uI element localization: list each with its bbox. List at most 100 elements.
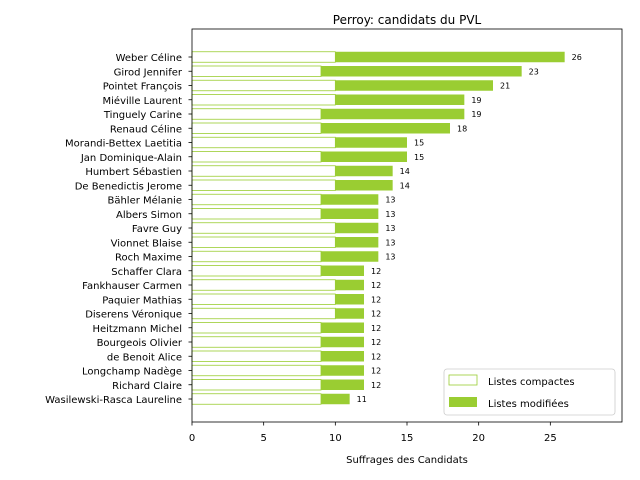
y-tick-label: Albers Simon [116,210,182,221]
x-axis-ticks: 0 5 10 15 20 25 [189,422,557,444]
x-tick-label: 20 [472,433,485,444]
bar-compactes [191,322,322,334]
bar-value-label: 21 [500,82,510,91]
value-labels: 26 23 21 19 19 18 15 15 14 14 13 13 13 13 13 12 12 12 12 12… [357,53,582,404]
bar-modifiees [335,180,393,191]
chart-title: Perroy: candidats du PVL [333,13,482,27]
bar-compactes [191,122,322,134]
y-tick-label: Vionnet Blaise [111,238,182,249]
bar-value-label: 13 [385,224,395,233]
y-tick-label: Girod Jennifer [114,67,183,78]
bar-compactes [191,193,322,206]
y-tick-label: Miéville Laurent [103,95,183,107]
bar-value-label: 15 [414,153,424,162]
bar-modifiees [321,208,379,219]
bar-value-label: 12 [371,281,381,290]
bar-compactes [191,136,336,149]
legend-label-compactes: Listes compactes [488,377,575,388]
bar-compactes [191,51,336,63]
bar-modifiees [321,151,407,162]
bar-value-label: 11 [357,395,367,404]
bar-value-label: 13 [385,196,395,205]
bar-modifiees [335,279,364,291]
bar-compactes [191,336,322,348]
bar-modifiees [321,322,364,333]
bar-value-label: 12 [371,267,381,276]
bar-compactes [191,393,322,405]
y-tick-label: Schaffer Clara [111,267,182,278]
bar-modifiees [321,365,364,376]
bar-modifiees [335,165,393,177]
bar-compactes [191,350,322,362]
bar-compactes [191,208,322,220]
bar-value-label: 13 [385,253,395,262]
bar-compactes [191,108,322,120]
bar-value-label: 14 [400,167,410,176]
y-tick-label: Pointet François [103,82,182,93]
legend: Listes compactes Listes modifiées [443,368,616,416]
y-tick-label: Paquier Mathias [102,295,182,306]
bar-value-label: 13 [385,238,395,247]
y-tick-label: Fankhauser Carmen [82,281,182,292]
legend-label-modifiees: Listes modifiées [488,398,569,410]
bar-modifiees [335,237,379,248]
bar-modifiees [321,351,364,362]
y-tick-label: Roch Maxime [115,253,182,264]
bar-compactes [191,222,336,234]
legend-swatch-compactes [448,374,478,386]
y-tick-label: Morandi-Bettex Laetitia [65,139,182,150]
y-tick-label: Jan Dominique-Alain [80,153,182,164]
bar-modifiees [321,379,364,390]
bar-modifiees [335,94,465,105]
bar-modifiees [335,294,364,305]
bar-modifiees [321,251,379,262]
bar-modifiees [335,308,364,319]
bar-value-label: 12 [371,310,381,319]
y-tick-label: Bourgeois Olivier [97,338,183,349]
x-tick-label: 5 [260,433,266,444]
bar-value-label: 12 [371,324,381,333]
legend-swatch-modifiees [449,397,477,407]
bar-compactes [191,279,336,291]
bar-compactes [191,165,336,177]
y-tick-label: Tinguely Carine [103,110,182,121]
y-tick-label: Weber Céline [116,52,182,64]
bar-compactes [191,79,336,92]
bar-modifiees [321,108,465,120]
bar-value-label: 19 [471,110,481,119]
bar-compactes [191,307,336,320]
bar-modifiees [321,66,522,77]
bar-value-label: 26 [572,53,582,62]
y-tick-label: de Benoit Alice [107,352,182,363]
y-tick-label: Renaud Céline [110,123,182,135]
bar-compactes [191,250,322,263]
bar-modifiees [321,194,379,205]
y-tick-label: Diserens Véronique [85,309,182,321]
bar-value-label: 12 [371,352,381,361]
bar-value-label: 13 [385,210,395,219]
bar-value-label: 23 [529,67,539,76]
x-tick-label: 25 [544,433,557,444]
bar-modifiees [335,80,493,91]
category-labels: Weber Céline Girod Jennifer Pointet Franço… [45,52,192,406]
bar-value-label: 12 [371,295,381,304]
y-tick-label: Heitzmann Michel [92,324,182,335]
bar-value-label: 19 [471,96,481,105]
bar-compactes [191,265,322,277]
bar-compactes [191,65,322,77]
bar-compactes [191,293,336,305]
legend-frame [443,368,616,416]
bar-value-label: 18 [457,124,467,133]
bar-compactes [191,236,336,248]
bar-value-label: 12 [371,338,381,347]
bar-modifiees [321,336,364,348]
y-tick-label: Humbert Sébastien [85,166,182,178]
y-tick-label: Bähler Mélanie [107,195,182,207]
bar-modifiees [321,265,364,276]
bar-modifiees [321,393,350,405]
x-tick-label: 15 [401,433,414,444]
bar-modifiees [321,123,450,134]
x-tick-label: 10 [329,433,342,444]
y-tick-label: Wasilewski-Rasca Laureline [45,395,182,406]
